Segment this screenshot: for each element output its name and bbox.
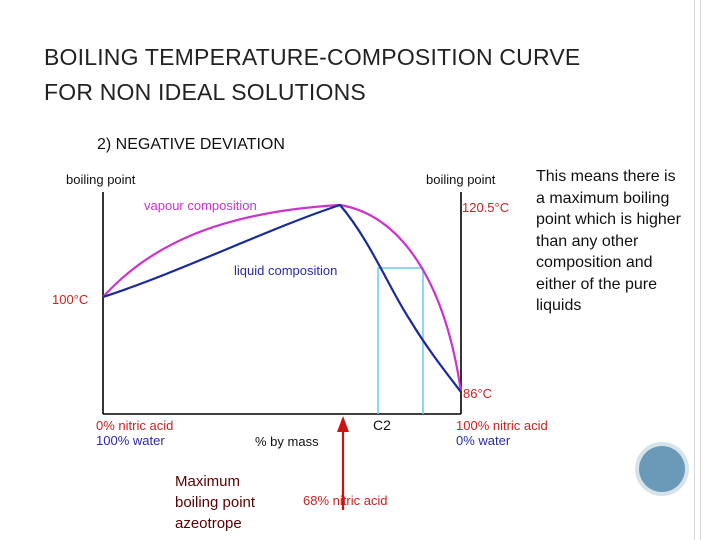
right-temp-label: 86°C <box>463 386 492 401</box>
vapour-label: vapour composition <box>144 198 257 213</box>
left-axis-label: boiling point <box>66 172 136 187</box>
right-axis-label: boiling point <box>426 172 496 187</box>
right-comp-acid: 100% nitric acid <box>456 418 548 433</box>
decorative-circle <box>639 446 685 492</box>
subtitle: 2) NEGATIVE DEVIATION <box>97 136 285 153</box>
azeotrope-annotation: Maximum boiling point azeotrope <box>175 471 255 534</box>
c2-label: C2 <box>373 417 391 433</box>
description-text: This means there is a maximum boiling po… <box>536 168 681 314</box>
left-temp-label: 100°C <box>52 292 88 307</box>
annotation-line-1: Maximum <box>175 473 241 490</box>
azeotrope-arrow-head <box>337 416 349 432</box>
max-temp-label: 120.5°C <box>462 200 509 215</box>
tie-line <box>377 267 424 414</box>
frame-line-right-outer <box>700 0 701 540</box>
right-comp-water: 0% water <box>456 433 511 448</box>
vapour-curve <box>102 203 463 393</box>
title-line-2: FOR NON IDEAL SOLUTIONS <box>44 79 366 105</box>
annotation-line-3: azeotrope <box>175 515 242 532</box>
title-line-1: BOILING TEMPERATURE-COMPOSITION CURVE <box>44 44 581 70</box>
slide-title: BOILING TEMPERATURE-COMPOSITION CURVE FO… <box>44 40 664 110</box>
left-comp-water: 100% water <box>96 433 165 448</box>
x-axis-label: % by mass <box>255 434 319 449</box>
liquid-label: liquid composition <box>234 263 337 278</box>
liquid-curve <box>102 203 462 393</box>
left-comp-acid: 0% nitric acid <box>96 418 173 433</box>
frame-line-right <box>694 0 695 540</box>
annotation-line-2: boiling point <box>175 494 256 511</box>
azeotrope-comp-label: 68% nitric acid <box>303 493 388 508</box>
